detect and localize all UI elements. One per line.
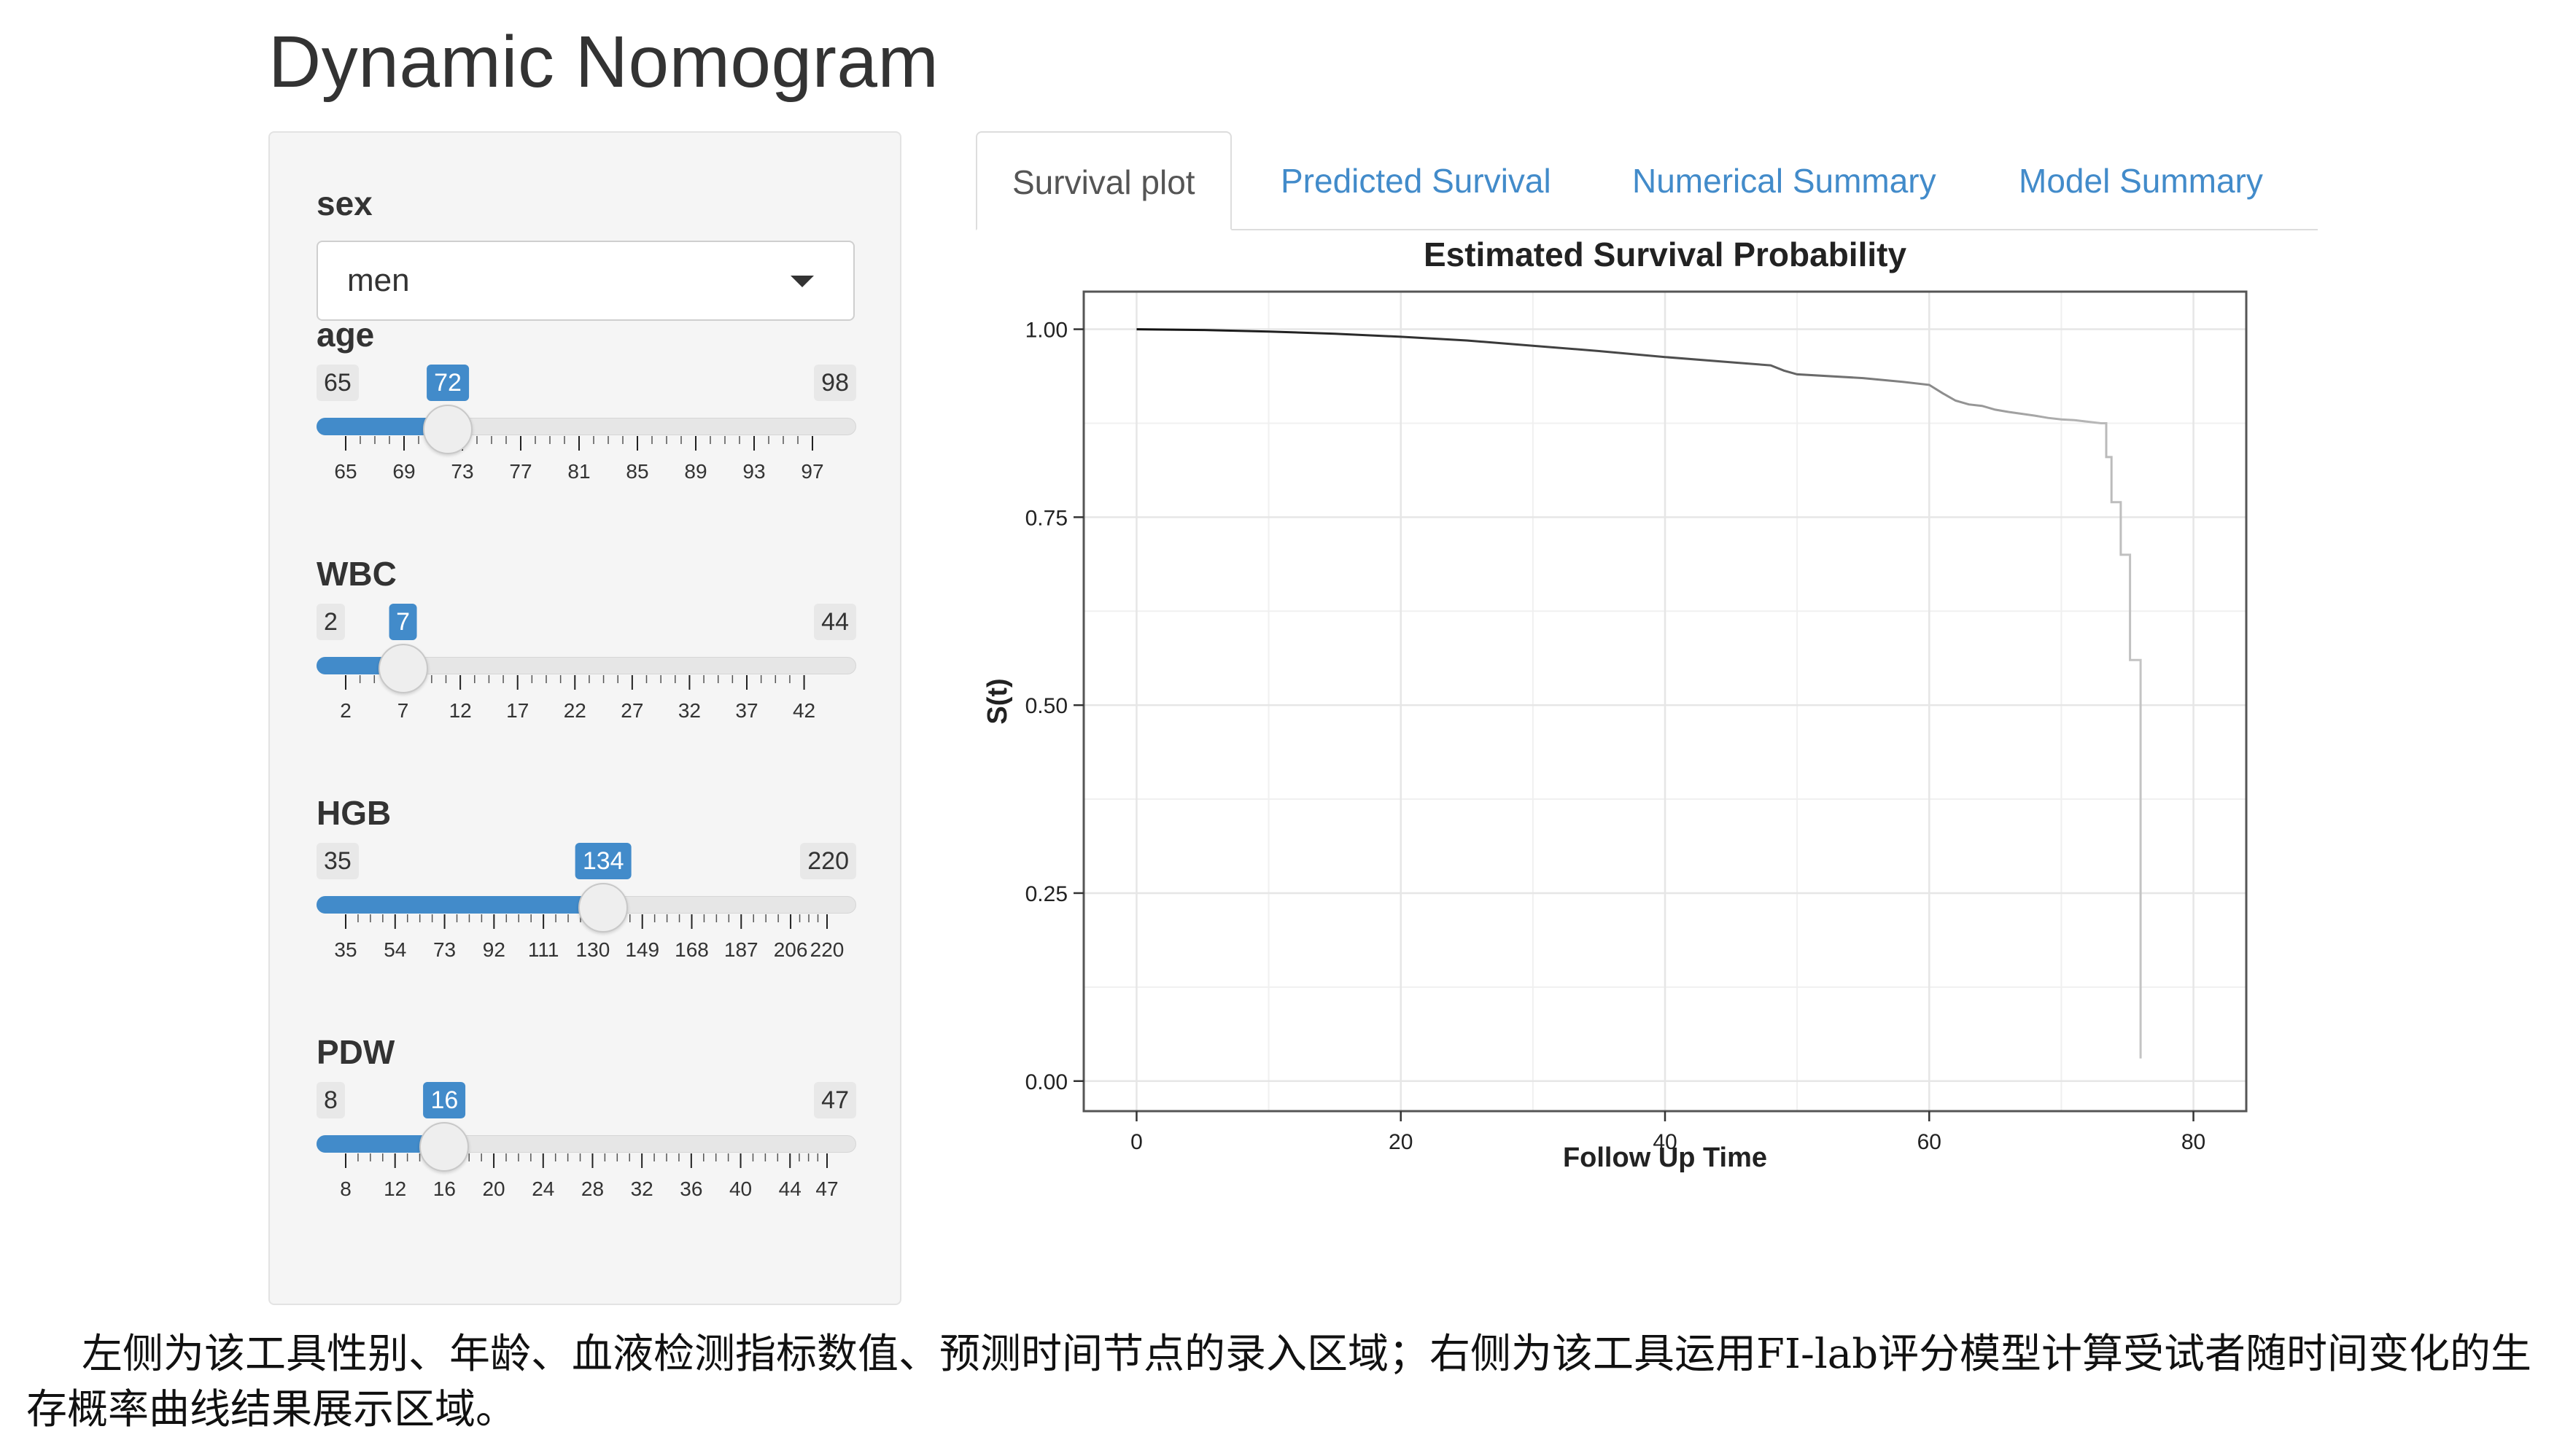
hgb-tick-label: 54 bbox=[384, 938, 406, 961]
age-tick-label: 93 bbox=[742, 460, 765, 483]
tab-predicted-survival[interactable]: Predicted Survival bbox=[1281, 162, 1551, 200]
y-tick-label: 0.75 bbox=[1025, 506, 1068, 530]
hgb-tick-label: 220 bbox=[810, 938, 845, 961]
pdw-tick-label: 40 bbox=[729, 1177, 752, 1200]
age-max-value: 98 bbox=[814, 365, 856, 401]
hgb-tick-label: 206 bbox=[774, 938, 808, 961]
age-slider[interactable]: 65 98 65 69 73 77 81 85 89 93 97 72 bbox=[317, 365, 856, 547]
wbc-tick-label: 2 bbox=[340, 699, 352, 722]
hgb-max-value: 220 bbox=[800, 843, 856, 879]
page-title: Dynamic Nomogram bbox=[268, 21, 939, 103]
age-tick-label: 65 bbox=[334, 460, 357, 483]
pdw-tick-label: 16 bbox=[433, 1177, 456, 1200]
pdw-tick-label: 28 bbox=[581, 1177, 604, 1200]
pdw-slider[interactable]: 8 47 8 12 16 20 24 28 32 36 40 44 47 16 bbox=[317, 1082, 856, 1264]
wbc-slider[interactable]: 2 44 2 7 12 17 22 27 32 37 42 7 bbox=[317, 604, 856, 786]
age-tick-label: 97 bbox=[801, 460, 823, 483]
age-current-value: 72 bbox=[427, 365, 469, 401]
y-tick-label: 0.00 bbox=[1025, 1070, 1068, 1094]
pdw-current-value: 16 bbox=[423, 1082, 466, 1118]
pdw-tick-label: 47 bbox=[815, 1177, 838, 1200]
tab-bar: Survival plot Predicted Survival Numeric… bbox=[976, 131, 2318, 230]
y-tick-label: 0.50 bbox=[1025, 694, 1068, 718]
hgb-tick-label: 73 bbox=[433, 938, 456, 961]
age-label: age bbox=[317, 316, 375, 354]
hgb-slider-ticks: 35 54 73 92 111 130 149 168 187 206 220 bbox=[334, 914, 845, 961]
age-tick-label: 89 bbox=[684, 460, 707, 483]
x-tick-label: 60 bbox=[1917, 1130, 1941, 1154]
sex-label: sex bbox=[317, 184, 373, 222]
age-tick-label: 77 bbox=[509, 460, 532, 483]
y-axis-label: S(t) bbox=[982, 678, 1013, 724]
age-tick-label: 81 bbox=[567, 460, 590, 483]
hgb-current-value: 134 bbox=[575, 843, 632, 879]
pdw-max-value: 47 bbox=[814, 1082, 856, 1118]
wbc-tick-label: 22 bbox=[564, 699, 586, 722]
age-slider-handle[interactable] bbox=[423, 405, 473, 454]
pdw-tick-label: 12 bbox=[384, 1177, 406, 1200]
sex-select-value: men bbox=[347, 262, 410, 298]
wbc-slider-ticks: 2 7 12 17 22 27 32 37 42 bbox=[340, 675, 815, 722]
x-tick-label: 0 bbox=[1130, 1130, 1143, 1154]
wbc-label: WBC bbox=[317, 555, 397, 593]
age-min-value: 65 bbox=[317, 365, 359, 401]
pdw-tick-label: 24 bbox=[532, 1177, 554, 1200]
hgb-label: HGB bbox=[317, 794, 392, 832]
wbc-tick-label: 7 bbox=[397, 699, 409, 722]
chart-title: Estimated Survival Probability bbox=[1424, 235, 1907, 273]
wbc-tick-label: 32 bbox=[678, 699, 701, 722]
pdw-tick-label: 44 bbox=[779, 1177, 802, 1200]
hgb-tick-label: 149 bbox=[625, 938, 659, 961]
x-tick-label: 80 bbox=[2181, 1130, 2205, 1154]
pdw-tick-label: 20 bbox=[482, 1177, 505, 1200]
hgb-tick-label: 111 bbox=[528, 938, 559, 961]
tab-bar-divider bbox=[976, 229, 2318, 230]
wbc-tick-label: 37 bbox=[735, 699, 758, 722]
hgb-tick-label: 187 bbox=[724, 938, 758, 961]
x-tick-label: 20 bbox=[1389, 1130, 1413, 1154]
sex-select[interactable]: men bbox=[317, 241, 855, 321]
tab-model-summary[interactable]: Model Summary bbox=[2019, 162, 2263, 200]
chevron-down-icon bbox=[791, 276, 814, 287]
hgb-slider[interactable]: 35 220 35 54 73 92 111 130 149 168 187 206 220 134 bbox=[317, 843, 856, 1025]
hgb-slider-handle[interactable] bbox=[578, 883, 629, 933]
survival-chart: 0 20 40 60 80 0.00 0.25 0.50 0.75 1.00 Estimated … bbox=[982, 235, 2248, 1173]
input-sidebar: sex men age 65 98 65 69 73 77 81 85 89 93 97 72 WBC 2 4… bbox=[268, 131, 901, 1305]
wbc-max-value: 44 bbox=[814, 604, 856, 640]
tab-survival-plot[interactable]: Survival plot bbox=[976, 131, 1232, 230]
hgb-tick-label: 130 bbox=[576, 938, 610, 961]
figure-caption: 左侧为该工具性别、年龄、血液检测指标数值、预测时间节点的录入区域；右侧为该工具运… bbox=[26, 1331, 2532, 1433]
pdw-slider-handle[interactable] bbox=[419, 1122, 470, 1172]
x-tick-label: 40 bbox=[1653, 1130, 1677, 1154]
hgb-tick-label: 168 bbox=[675, 938, 709, 961]
pdw-min-value: 8 bbox=[317, 1082, 345, 1118]
age-tick-label: 69 bbox=[392, 460, 415, 483]
pdw-tick-label: 8 bbox=[340, 1177, 352, 1200]
tab-numerical-summary[interactable]: Numerical Summary bbox=[1632, 162, 1936, 200]
pdw-tick-label: 36 bbox=[680, 1177, 702, 1200]
wbc-slider-handle[interactable] bbox=[378, 644, 428, 693]
x-axis-label: Follow Up Time bbox=[1563, 1142, 1767, 1173]
hgb-tick-label: 35 bbox=[334, 938, 357, 961]
pdw-label: PDW bbox=[317, 1033, 395, 1071]
wbc-tick-label: 27 bbox=[621, 699, 643, 722]
wbc-tick-label: 17 bbox=[506, 699, 529, 722]
age-tick-label: 73 bbox=[451, 460, 473, 483]
wbc-min-value: 2 bbox=[317, 604, 345, 640]
wbc-current-value: 7 bbox=[389, 604, 418, 640]
hgb-min-value: 35 bbox=[317, 843, 359, 879]
wbc-tick-label: 42 bbox=[793, 699, 815, 722]
survival-curve bbox=[1136, 328, 2142, 1059]
age-slider-ticks: 65 69 73 77 81 85 89 93 97 bbox=[334, 436, 824, 483]
hgb-slider-fill bbox=[317, 896, 604, 914]
pdw-slider-ticks: 8 12 16 20 24 28 32 36 40 44 47 bbox=[340, 1153, 839, 1200]
wbc-tick-label: 12 bbox=[449, 699, 472, 722]
y-tick-label: 1.00 bbox=[1025, 319, 1068, 343]
y-tick-label: 0.25 bbox=[1025, 882, 1068, 906]
hgb-tick-label: 92 bbox=[483, 938, 505, 961]
pdw-tick-label: 32 bbox=[631, 1177, 653, 1200]
age-tick-label: 85 bbox=[626, 460, 648, 483]
